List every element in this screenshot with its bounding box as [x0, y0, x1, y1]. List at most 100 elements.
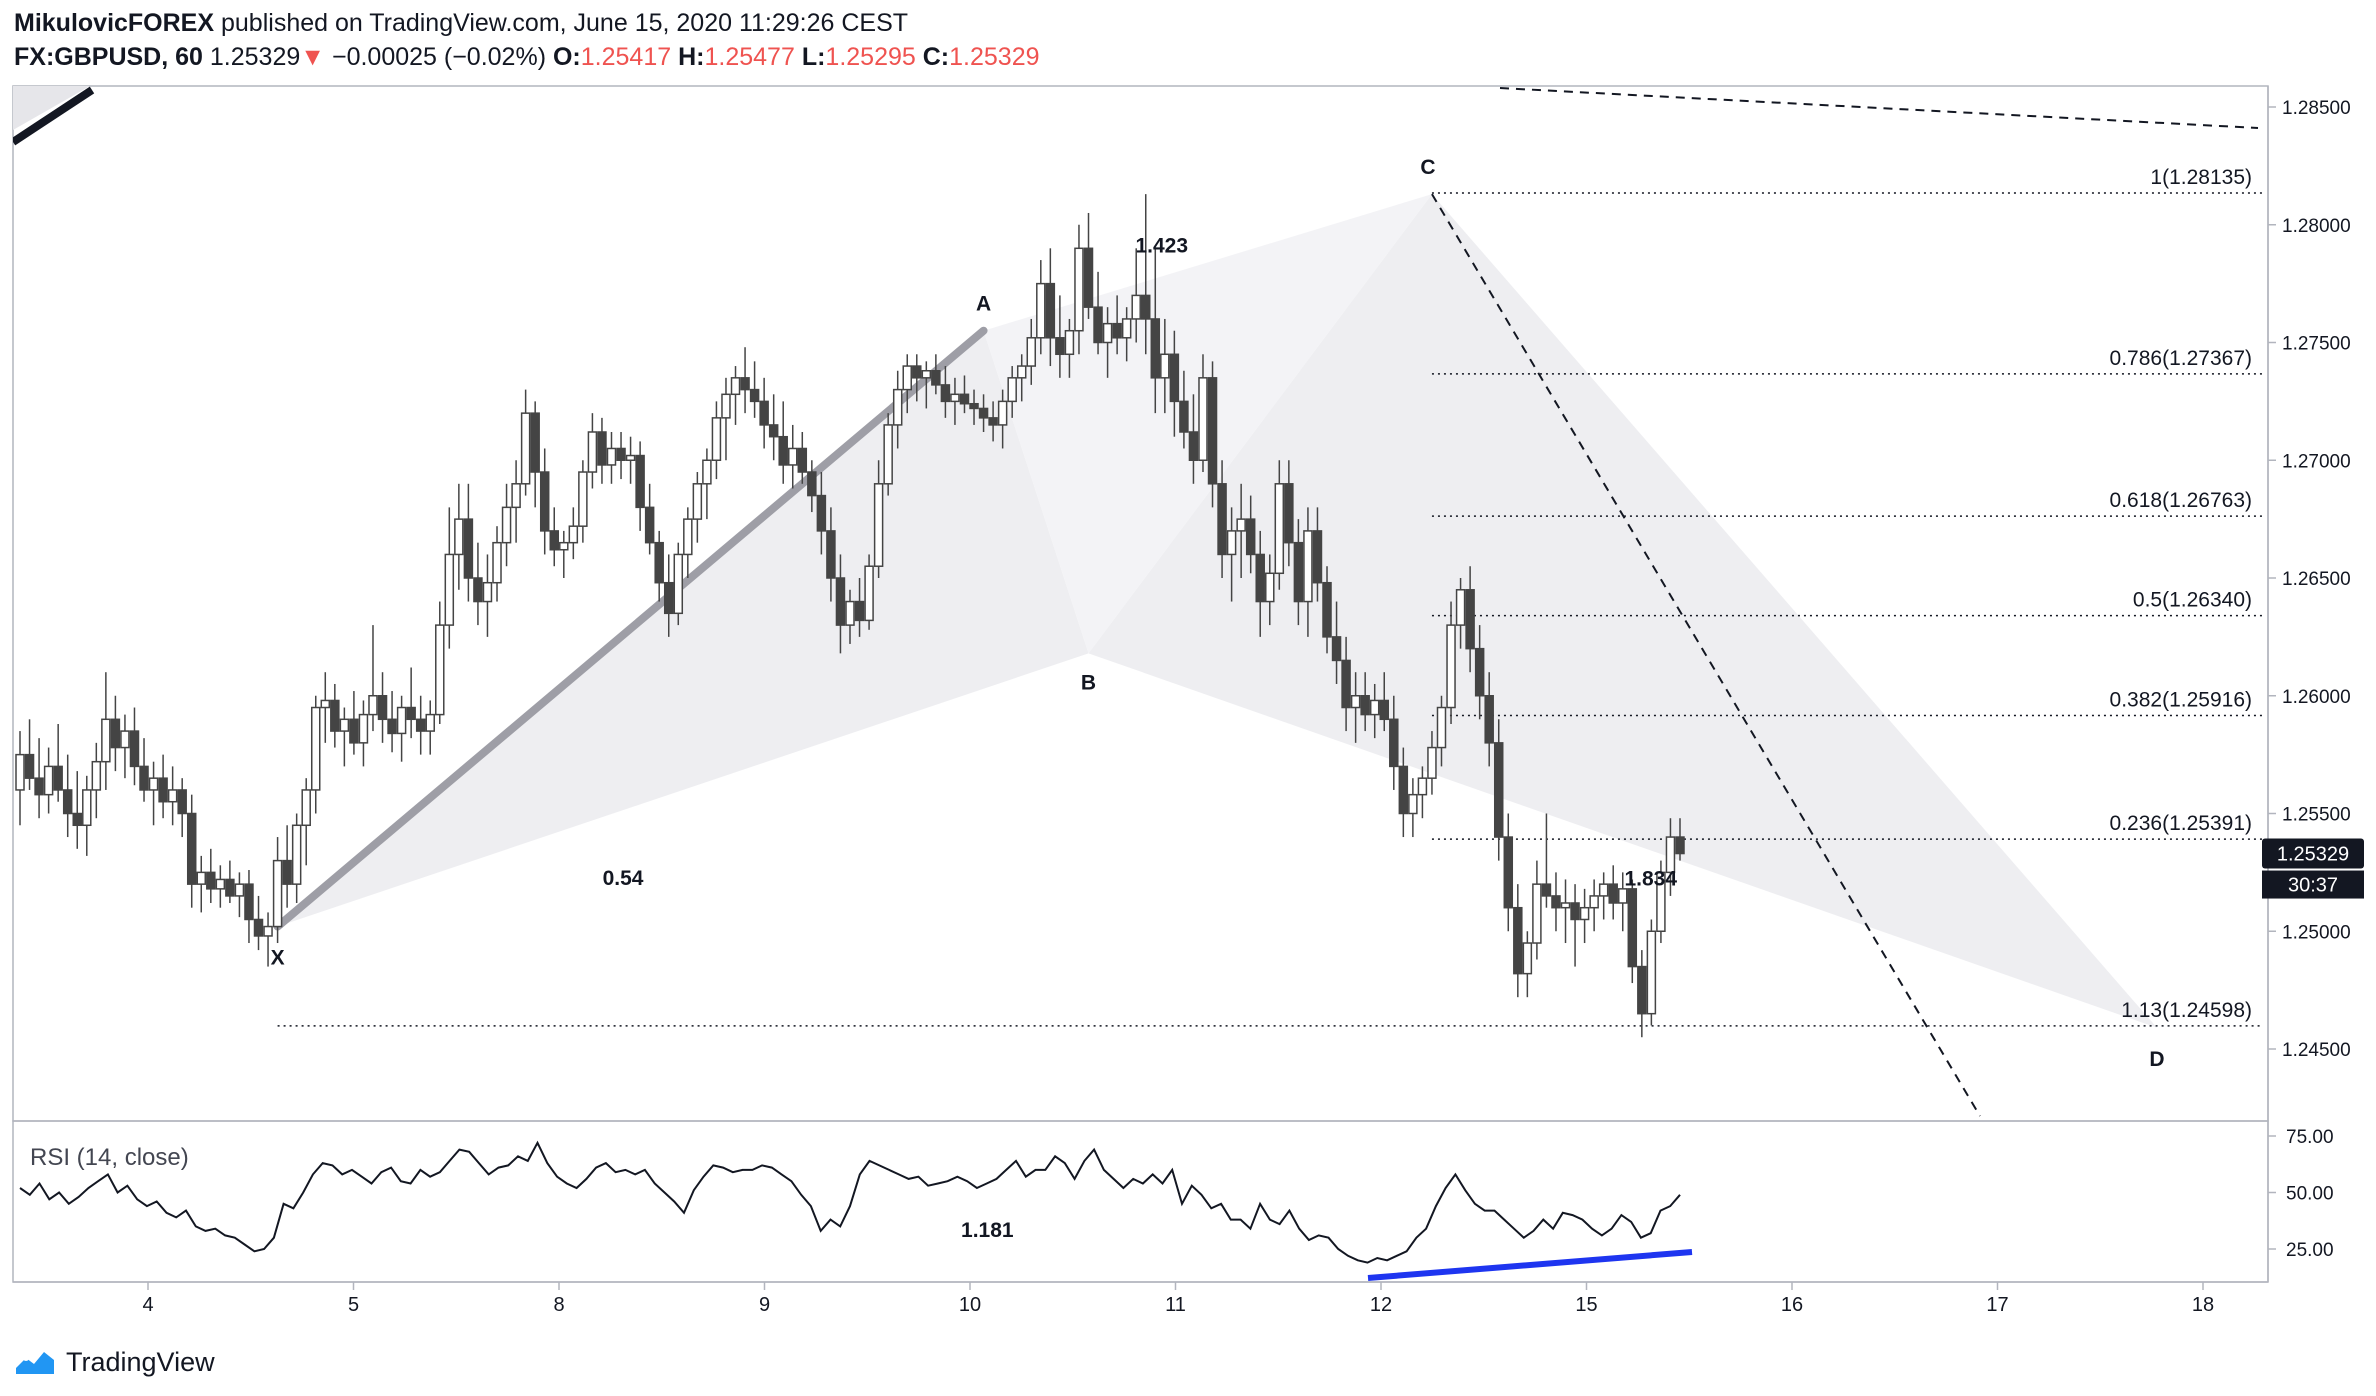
candle-body	[1255, 553, 1265, 603]
candle	[1369, 683, 1380, 739]
candle	[606, 431, 617, 484]
candle	[139, 738, 149, 802]
harmonic-pattern[interactable]	[277, 194, 2158, 1028]
candle	[301, 778, 311, 866]
last-price: 1.25329	[209, 43, 301, 71]
candle	[1265, 554, 1275, 626]
candle-body	[559, 541, 569, 551]
xab-triangle[interactable]	[277, 330, 1089, 927]
rsi-indicator-label[interactable]: RSI (14, close)	[30, 1144, 189, 1171]
candle-body	[568, 525, 579, 544]
candle-body	[1169, 353, 1180, 403]
candle	[883, 413, 893, 496]
candle-body	[711, 417, 722, 461]
candle	[349, 691, 359, 755]
time-tick-label: 4	[142, 1294, 153, 1316]
candle-body	[1398, 765, 1409, 815]
candle	[1064, 318, 1075, 378]
price-tick-label: 1.26000	[2282, 687, 2351, 708]
candle	[654, 530, 664, 602]
candle	[473, 542, 483, 626]
pattern-ratio-label: 1.834	[1624, 868, 1677, 891]
rsi-tick-label: 50.00	[2286, 1184, 2334, 1205]
candle-body	[1493, 742, 1504, 838]
candle	[53, 724, 63, 802]
candle-body	[15, 753, 25, 791]
fib-level-label: 1.13(1.24598)	[2121, 999, 2252, 1022]
candle	[1427, 731, 1437, 795]
fib-level-label: 0.618(1.26763)	[2110, 489, 2252, 512]
candle-body	[969, 402, 979, 410]
xa-leg-line[interactable]	[273, 326, 988, 931]
candle	[320, 672, 331, 743]
candle	[1026, 318, 1037, 385]
candle	[530, 401, 540, 508]
candle-body	[1064, 329, 1075, 356]
candle-body	[1331, 636, 1342, 662]
candle	[740, 347, 750, 414]
candle-body	[1675, 836, 1685, 855]
candle-body	[721, 393, 731, 419]
candle	[482, 554, 493, 637]
candle	[1341, 636, 1351, 732]
price-axis[interactable]: 1.28500 1.28000 1.27500 1.27000 1.26500 1.260…	[2268, 98, 2351, 1061]
candle	[196, 855, 207, 913]
candle-body	[339, 718, 350, 732]
fibonacci-levels[interactable]: 1(1.28135) 0.786(1.27367) 0.618(1.26763) 0.…	[277, 166, 2262, 1027]
footer-brand[interactable]: TradingView	[66, 1346, 215, 1377]
candle-body	[1226, 530, 1237, 556]
candle-body	[616, 447, 626, 462]
candle-body	[1045, 282, 1056, 339]
candle	[358, 700, 369, 767]
candle-body	[625, 454, 636, 462]
candle	[1179, 370, 1189, 449]
candle-body	[1618, 888, 1628, 904]
candle	[721, 377, 731, 461]
tradingview-logo-icon[interactable]	[14, 1348, 56, 1376]
upper-dashed-trendline[interactable]	[1499, 87, 2259, 129]
candle-body	[1074, 247, 1084, 332]
symbol-name: FX:GBPUSD, 60	[14, 43, 203, 71]
bcd-triangle[interactable]	[1088, 194, 2158, 1028]
candle-body	[330, 699, 340, 732]
candle	[425, 700, 435, 755]
candle-body	[1541, 883, 1552, 897]
candle	[339, 707, 350, 767]
price-chart[interactable]: 1(1.28135) 0.786(1.27367) 0.618(1.26763) 0.…	[0, 0, 2376, 1340]
candle	[1389, 695, 1399, 790]
candle	[101, 672, 111, 790]
candle-body	[492, 541, 502, 584]
candle	[1274, 460, 1285, 590]
cd-dashed-trendline[interactable]	[1431, 193, 1981, 1117]
candle	[892, 370, 903, 449]
candle-body	[845, 600, 855, 626]
bullish-divergence-line[interactable]	[1367, 1249, 1693, 1281]
candle	[873, 460, 884, 578]
candle	[845, 589, 855, 644]
candle-body	[1551, 895, 1561, 909]
candle-body	[578, 471, 588, 527]
candle-body	[597, 431, 607, 466]
candle	[1522, 931, 1533, 998]
candle-body	[606, 447, 617, 466]
last-price-badge-text: 1.25329	[2277, 844, 2349, 866]
candle	[1131, 248, 1141, 343]
author-name[interactable]: MikulovicFOREX	[14, 9, 215, 37]
time-axis[interactable]: 4 5 8 9 10 11 12 15 16 17 18	[142, 1282, 2214, 1316]
candle-body	[1245, 518, 1256, 556]
candle	[1217, 460, 1227, 578]
time-tick-label: 17	[1986, 1294, 2008, 1316]
candle-body	[196, 871, 207, 885]
fib-level-label: 0.382(1.25916)	[2110, 689, 2252, 712]
candle	[997, 389, 1008, 449]
candle	[969, 389, 979, 425]
candle-body	[1474, 647, 1485, 697]
candle	[1255, 530, 1265, 637]
candle-body	[1140, 294, 1151, 320]
candle-body	[53, 765, 63, 791]
candle-body	[864, 565, 874, 622]
pattern-point-a: A	[976, 293, 991, 316]
candle	[1303, 507, 1313, 637]
candle-body	[444, 553, 455, 626]
time-tick-label: 11	[1165, 1294, 1186, 1316]
